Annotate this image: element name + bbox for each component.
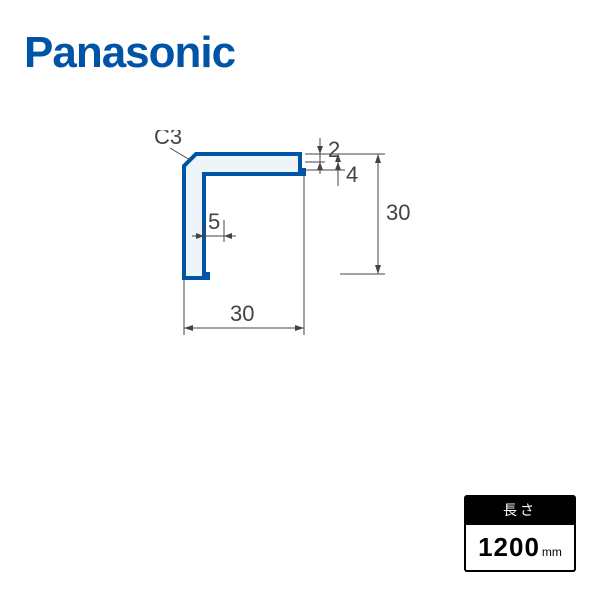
dim30v-text: 30	[386, 200, 410, 225]
profile-outline	[184, 154, 304, 278]
dim2-arrow-top	[317, 146, 323, 154]
chamfer-label: C3	[154, 130, 182, 149]
dim4-arrow-bot	[335, 162, 341, 170]
dim30v-arrow-t	[375, 154, 381, 163]
length-badge: 長さ 1200mm	[464, 495, 576, 572]
length-unit: mm	[542, 545, 562, 559]
brand-name: Panasonic	[24, 28, 235, 77]
chamfer-leader	[170, 148, 190, 160]
dim30v-arrow-b	[375, 265, 381, 274]
dim4-text: 4	[346, 162, 358, 187]
dim5-text: 5	[208, 209, 220, 234]
profile-cross-section-diagram: C3 2 4 5 30 30	[150, 130, 450, 410]
dim30h-text: 30	[230, 301, 254, 326]
dim30h-arrow-l	[184, 325, 193, 331]
dim30h-arrow-r	[295, 325, 304, 331]
dim5-arrow-r	[224, 233, 232, 239]
dim2-arrow-bot	[317, 162, 323, 170]
length-value: 1200	[478, 532, 540, 562]
length-label: 長さ	[464, 495, 576, 525]
brand-logo: Panasonic	[24, 28, 235, 78]
length-value-row: 1200mm	[464, 525, 576, 572]
